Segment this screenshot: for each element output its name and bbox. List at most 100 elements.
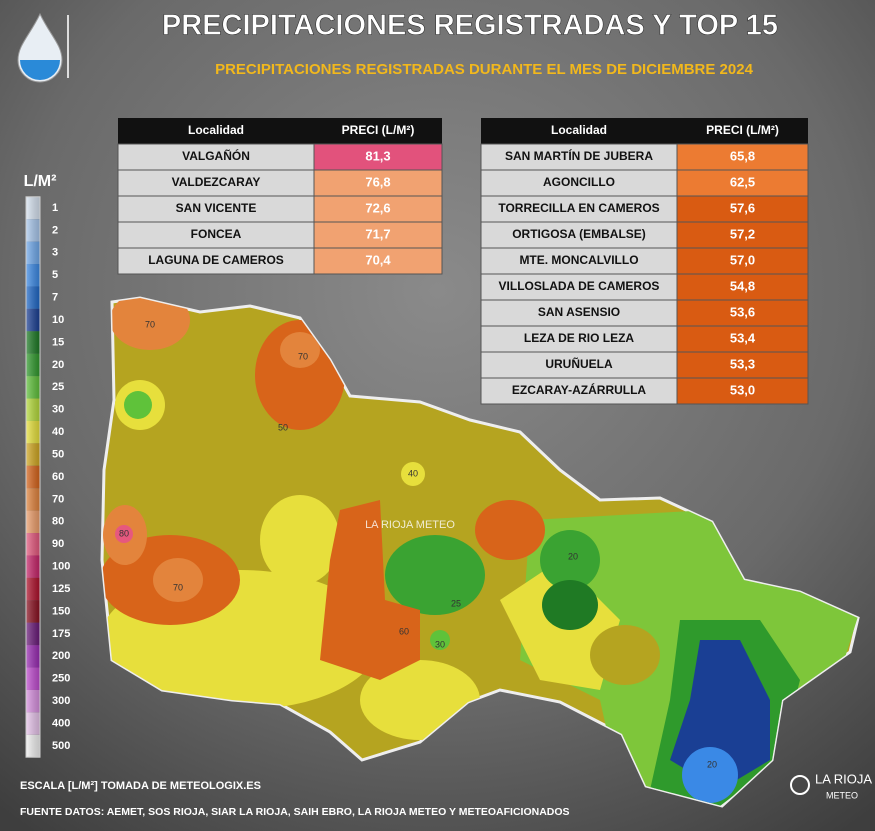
cell [313,247,443,275]
cell [676,221,809,249]
scale-label: 2 [52,224,58,236]
precipitation: 62,5 [730,174,755,189]
logo: LA RIOJA METEO [790,771,872,800]
scale-label: 5 [52,269,58,281]
cell [480,195,678,223]
location: LAGUNA DE CAMEROS [148,253,284,267]
cell [676,377,809,405]
contour-label: 70 [173,582,183,592]
location: ORTIGOSA (EMBALSE) [512,227,646,241]
precipitation: 71,7 [365,226,390,241]
location: VALGAÑÓN [182,148,250,163]
column-header: Localidad [188,123,244,137]
scale-label: 500 [52,740,70,752]
sources: FUENTE DATOS: AEMET, SOS RIOJA, SIAR LA … [20,806,570,818]
precipitation: 53,3 [730,356,755,371]
scale-label: 70 [52,493,64,505]
cell [676,299,809,327]
precipitation: 72,6 [365,200,390,215]
scale-title: L/M² [24,173,57,190]
location: SAN VICENTE [176,201,257,215]
location: SAN MARTÍN DE JUBERA [505,148,653,163]
cell [313,143,443,171]
cell [313,221,443,249]
table-header-bg [118,118,442,144]
scale-label: 100 [52,561,70,573]
precipitation: 53,4 [730,330,756,345]
location: LEZA DE RIO LEZA [524,331,635,345]
cell [480,299,678,327]
location: VALDEZCARAY [172,175,261,189]
column-header: Localidad [551,123,607,137]
cell [480,351,678,379]
scale-label: 3 [52,247,58,259]
scale-label: 10 [52,314,64,326]
contour-label: 20 [707,759,717,769]
contour-label: 40 [408,468,418,478]
scale-label: 40 [52,426,64,438]
precipitation: 57,6 [730,200,755,215]
precipitation: 53,0 [730,382,755,397]
cell [117,247,315,275]
watermark: LA RIOJA METEO [365,519,455,531]
contour-label: 70 [145,319,155,329]
cell [676,195,809,223]
table: Localidad PRECI (L/M²) VALGAÑÓN 81,3 VALDEZC… [117,118,443,275]
contour-label: 30 [435,639,445,649]
location: TORRECILLA EN CAMEROS [498,201,659,215]
scale-label: 25 [52,381,64,393]
precipitation: 70,4 [365,252,391,267]
contour-label: 80 [119,528,129,538]
cell [313,169,443,197]
location: AGONCILLO [543,175,615,189]
drop-icon [17,12,69,83]
column-header: PRECI (L/M²) [342,123,415,137]
precipitation: 65,8 [730,148,755,163]
cell [480,377,678,405]
contour-label: 25 [451,598,461,608]
scale-label: 150 [52,605,70,617]
location: SAN ASENSIO [538,305,620,319]
cell [676,169,809,197]
scale-label: 400 [52,717,70,729]
precipitation: 81,3 [365,148,390,163]
scale-label: 90 [52,538,64,550]
column-header: PRECI (L/M²) [706,123,779,137]
cell [117,195,315,223]
location: MTE. MONCALVILLO [519,253,638,267]
contour-label: 70 [298,351,308,361]
scale-label: 1 [52,202,58,214]
cell [676,325,809,353]
title: PRECIPITACIONES REGISTRADAS Y TOP 15 [162,10,778,42]
contour-label: 60 [399,626,409,636]
subtitle: PRECIPITACIONES REGISTRADAS DURANTE EL M… [215,61,754,78]
scale-label: 250 [52,673,70,685]
logo-bottom: METEO [826,790,858,800]
location: EZCARAY-AZÁRRULLA [512,382,647,397]
contour-label: 20 [568,551,578,561]
precipitation: 57,2 [730,226,755,241]
table: Localidad PRECI (L/M²) SAN MARTÍN DE JUBER… [480,118,809,405]
precipitation: 54,8 [730,278,755,293]
scale-label: 175 [52,628,70,640]
scale-label: 7 [52,292,58,304]
precipitation: 57,0 [730,252,755,267]
location: FONCEA [191,227,242,241]
location: URUÑUELA [545,356,613,371]
scale-label: 300 [52,695,70,707]
scale-shade [25,196,41,758]
precipitation: 76,8 [365,174,390,189]
scale-label: 80 [52,516,64,528]
precipitation: 53,6 [730,304,755,319]
scale-label: 200 [52,650,70,662]
scale-note: ESCALA [L/M²] TOMADA DE METEOLOGIX.ES [20,780,261,792]
scale-label: 30 [52,404,64,416]
cell [117,169,315,197]
scale-label: 60 [52,471,64,483]
location: VILLOSLADA DE CAMEROS [499,279,660,293]
logo-top: LA RIOJA [815,771,872,786]
contour-label: 50 [278,422,288,432]
scale-label: 15 [52,336,64,348]
table-header-bg [481,118,808,144]
